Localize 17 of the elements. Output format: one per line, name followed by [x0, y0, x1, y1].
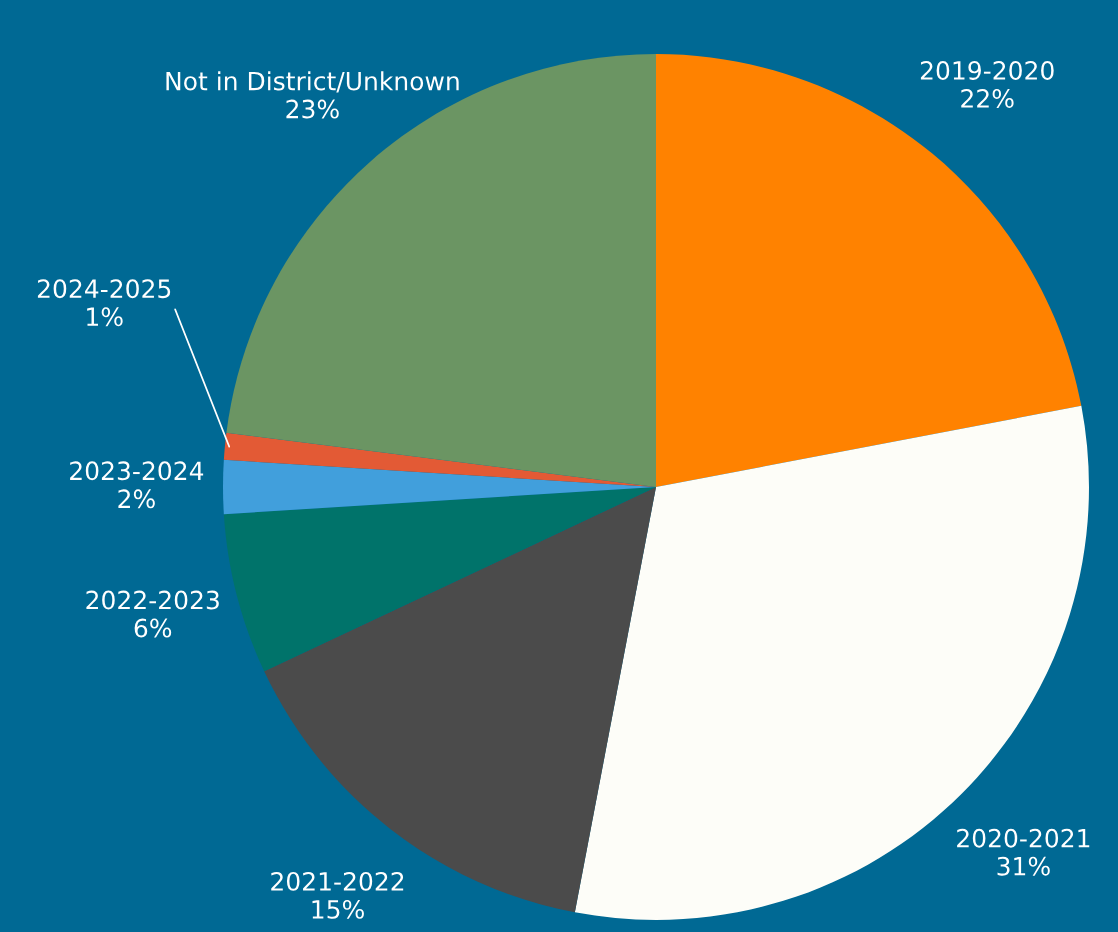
data-label: 22% [961, 88, 1014, 108]
data-label: 6% [134, 618, 172, 638]
pie-slice [223, 487, 656, 672]
slice-label: 2020-2021 [957, 828, 1090, 848]
slice-label: 2021-2022 [271, 871, 404, 891]
data-label: 23% [286, 99, 339, 119]
pie-slice [656, 54, 1082, 487]
data-label: 31% [997, 856, 1050, 876]
data-label: 2% [118, 489, 155, 509]
slice-label: Not in District/Unknown [166, 71, 459, 93]
pie-slice [574, 405, 1089, 920]
slice-label: 2023-2024 [70, 461, 204, 481]
slice-label: 2024-2025 [37, 279, 171, 299]
data-label: 1% [87, 307, 123, 327]
data-label: 15% [312, 899, 364, 919]
slice-label: 2022-2023 [86, 590, 219, 610]
slice-label: 2019-2020 [920, 60, 1054, 80]
